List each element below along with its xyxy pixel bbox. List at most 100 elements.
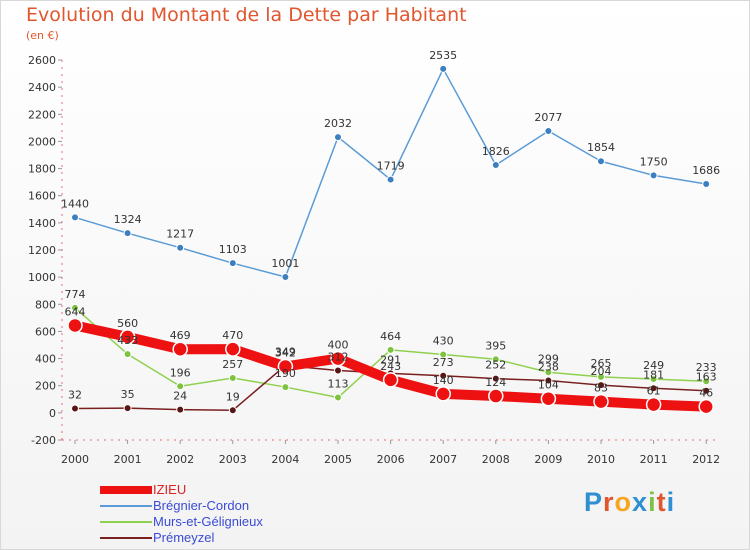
- data-label: 291: [380, 353, 401, 366]
- y-tick-label: 2000: [28, 135, 56, 148]
- data-label: 1750: [640, 155, 668, 168]
- data-point: [439, 64, 448, 73]
- data-label: 395: [485, 339, 506, 352]
- x-tick-label: 2008: [482, 453, 510, 466]
- data-point: [71, 303, 79, 312]
- data-point: [540, 390, 557, 407]
- data-point: [228, 373, 237, 382]
- data-label: 299: [538, 352, 559, 365]
- legend-swatch: [100, 505, 152, 507]
- data-label: 265: [591, 357, 612, 370]
- data-point: [702, 386, 711, 395]
- series-line: [74, 68, 707, 278]
- data-point: [382, 372, 399, 388]
- data-point: [435, 386, 451, 402]
- data-point: [593, 393, 609, 410]
- chart-title: Evolution du Montant de la Dette par Hab…: [26, 4, 467, 26]
- x-tick-label: 2007: [429, 453, 457, 466]
- data-point: [123, 229, 132, 238]
- data-point: [176, 382, 185, 391]
- data-point: [597, 381, 605, 390]
- data-label: 249: [643, 359, 664, 372]
- x-tick-label: 2001: [114, 453, 142, 466]
- logo-letter: x: [632, 487, 649, 517]
- data-label: 204: [591, 365, 612, 378]
- legend-label: Murs-et-Gélignieux: [153, 514, 263, 529]
- data-point: [488, 388, 504, 404]
- data-point: [119, 329, 136, 345]
- data-point: [544, 376, 553, 385]
- data-label: 1440: [61, 197, 89, 210]
- data-label: 1719: [377, 160, 405, 173]
- data-label: 273: [433, 356, 454, 369]
- data-point: [334, 133, 342, 142]
- series-izieu: [67, 317, 714, 415]
- data-label: 1854: [587, 141, 615, 154]
- data-label: 190: [275, 367, 296, 380]
- data-point: [386, 345, 395, 354]
- data-label: 1217: [166, 228, 194, 241]
- data-label: 312: [328, 351, 349, 364]
- logo-letter: r: [603, 487, 615, 517]
- y-tick-label: 400: [35, 353, 56, 366]
- data-label: 644: [65, 305, 86, 318]
- data-label: 35: [121, 388, 135, 401]
- data-point: [228, 406, 237, 415]
- data-label: 1686: [692, 164, 720, 177]
- data-label: 464: [380, 330, 401, 343]
- data-point: [702, 377, 711, 386]
- data-label: 560: [117, 317, 138, 330]
- x-tick-label: 2011: [640, 453, 668, 466]
- data-point: [330, 350, 346, 367]
- x-tick-label: 2005: [324, 453, 352, 466]
- logo-letter: t: [656, 487, 667, 517]
- x-tick-label: 2002: [166, 453, 194, 466]
- data-point: [67, 317, 83, 334]
- data-point: [698, 398, 714, 415]
- data-point: [281, 383, 290, 392]
- data-label: 113: [328, 378, 349, 391]
- data-label: 433: [117, 334, 138, 347]
- data-label: 238: [538, 361, 559, 374]
- y-tick-label: 1000: [28, 271, 56, 284]
- data-label: 32: [68, 389, 82, 402]
- data-label: 400: [328, 339, 349, 352]
- legend-swatch: [100, 521, 152, 523]
- x-tick-label: 2009: [534, 453, 562, 466]
- logo-letter: P: [584, 487, 604, 517]
- data-point: [491, 161, 500, 170]
- chart-axes: -200 0 200 400 600 800 1000 1200 1400 1600 1800 200…: [28, 54, 720, 466]
- series-murs-et-g-lignieux: [71, 303, 711, 402]
- data-label: 140: [433, 374, 454, 387]
- data-label: 163: [696, 371, 717, 384]
- data-point: [225, 341, 241, 357]
- data-point: [491, 374, 500, 383]
- y-tick-label: 1200: [28, 244, 56, 257]
- data-label: 46: [699, 387, 713, 400]
- proxiti-logo: Proxiti: [584, 487, 675, 518]
- data-point: [176, 405, 185, 414]
- data-point: [439, 350, 448, 359]
- data-label: 124: [485, 376, 506, 389]
- legend-swatch: [100, 486, 152, 494]
- data-label: 469: [170, 329, 191, 342]
- data-label: 1001: [271, 257, 299, 270]
- series-br-gnier-cordon: [71, 64, 711, 282]
- logo-letter: i: [648, 487, 657, 517]
- data-point: [277, 358, 294, 375]
- data-label: 342: [275, 346, 296, 359]
- data-point: [71, 404, 79, 413]
- y-tick-label: 1800: [28, 163, 56, 176]
- data-point: [123, 350, 132, 359]
- data-point: [649, 384, 658, 393]
- logo-letter: i: [666, 487, 676, 517]
- data-label: 61: [647, 385, 661, 398]
- data-point: [649, 171, 658, 180]
- data-label: 2077: [534, 111, 562, 124]
- data-label: 24: [173, 390, 187, 403]
- data-point: [281, 273, 290, 282]
- x-tick-label: 2012: [692, 453, 720, 466]
- data-point: [228, 259, 237, 268]
- data-label: 83: [594, 382, 608, 395]
- x-tick-label: 2000: [61, 453, 89, 466]
